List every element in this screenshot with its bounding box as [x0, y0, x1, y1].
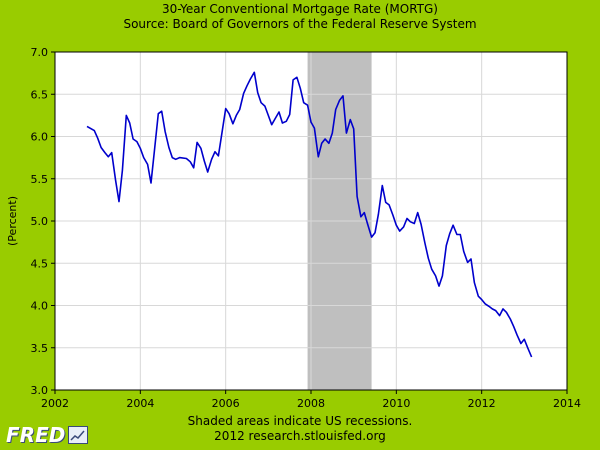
- x-tick-label: 2008: [297, 397, 325, 410]
- plot-border: [54, 51, 568, 391]
- y-tick-label: 6.5: [31, 88, 49, 101]
- source-note: 2012 research.stlouisfed.org: [214, 429, 386, 443]
- x-tick-label: 2004: [126, 397, 154, 410]
- x-tick-label: 2006: [212, 397, 240, 410]
- chart-footer: Shaded areas indicate US recessions. 201…: [0, 414, 600, 444]
- series-line: [86, 71, 533, 358]
- y-tick-label: 3.5: [31, 342, 49, 355]
- y-tick-label: 5.0: [31, 215, 49, 228]
- y-tick-label: 3.0: [31, 384, 49, 397]
- x-tick-label: 2010: [382, 397, 410, 410]
- x-tick-label: 2002: [41, 397, 69, 410]
- series-layer: [86, 71, 533, 358]
- recession-note: Shaded areas indicate US recessions.: [187, 414, 413, 428]
- fred-logo[interactable]: FRED: [6, 423, 89, 447]
- y-tick-label: 4.0: [31, 300, 49, 313]
- y-tick-label: 4.5: [31, 257, 49, 270]
- fred-logo-text: FRED: [6, 423, 66, 447]
- chart-subtitle: Source: Board of Governors of the Federa…: [123, 17, 477, 31]
- axes: 3.0 3.5 4.0 4.5 5.0 5.5 6.0 6.5 7.0 2002 2004 2006 2…: [31, 46, 582, 410]
- x-tick-label: 2014: [553, 397, 581, 410]
- y-axis-label: (Percent): [6, 196, 19, 246]
- y-tick-label: 5.5: [31, 173, 49, 186]
- chart-title: 30-Year Conventional Mortgage Rate (MORT…: [161, 2, 438, 16]
- chart-icon: [68, 426, 89, 444]
- x-tick-label: 2012: [468, 397, 496, 410]
- y-tick-label: 6.0: [31, 131, 49, 144]
- chart-header: 30-Year Conventional Mortgage Rate (MORT…: [0, 2, 600, 32]
- y-tick-label: 7.0: [31, 46, 49, 59]
